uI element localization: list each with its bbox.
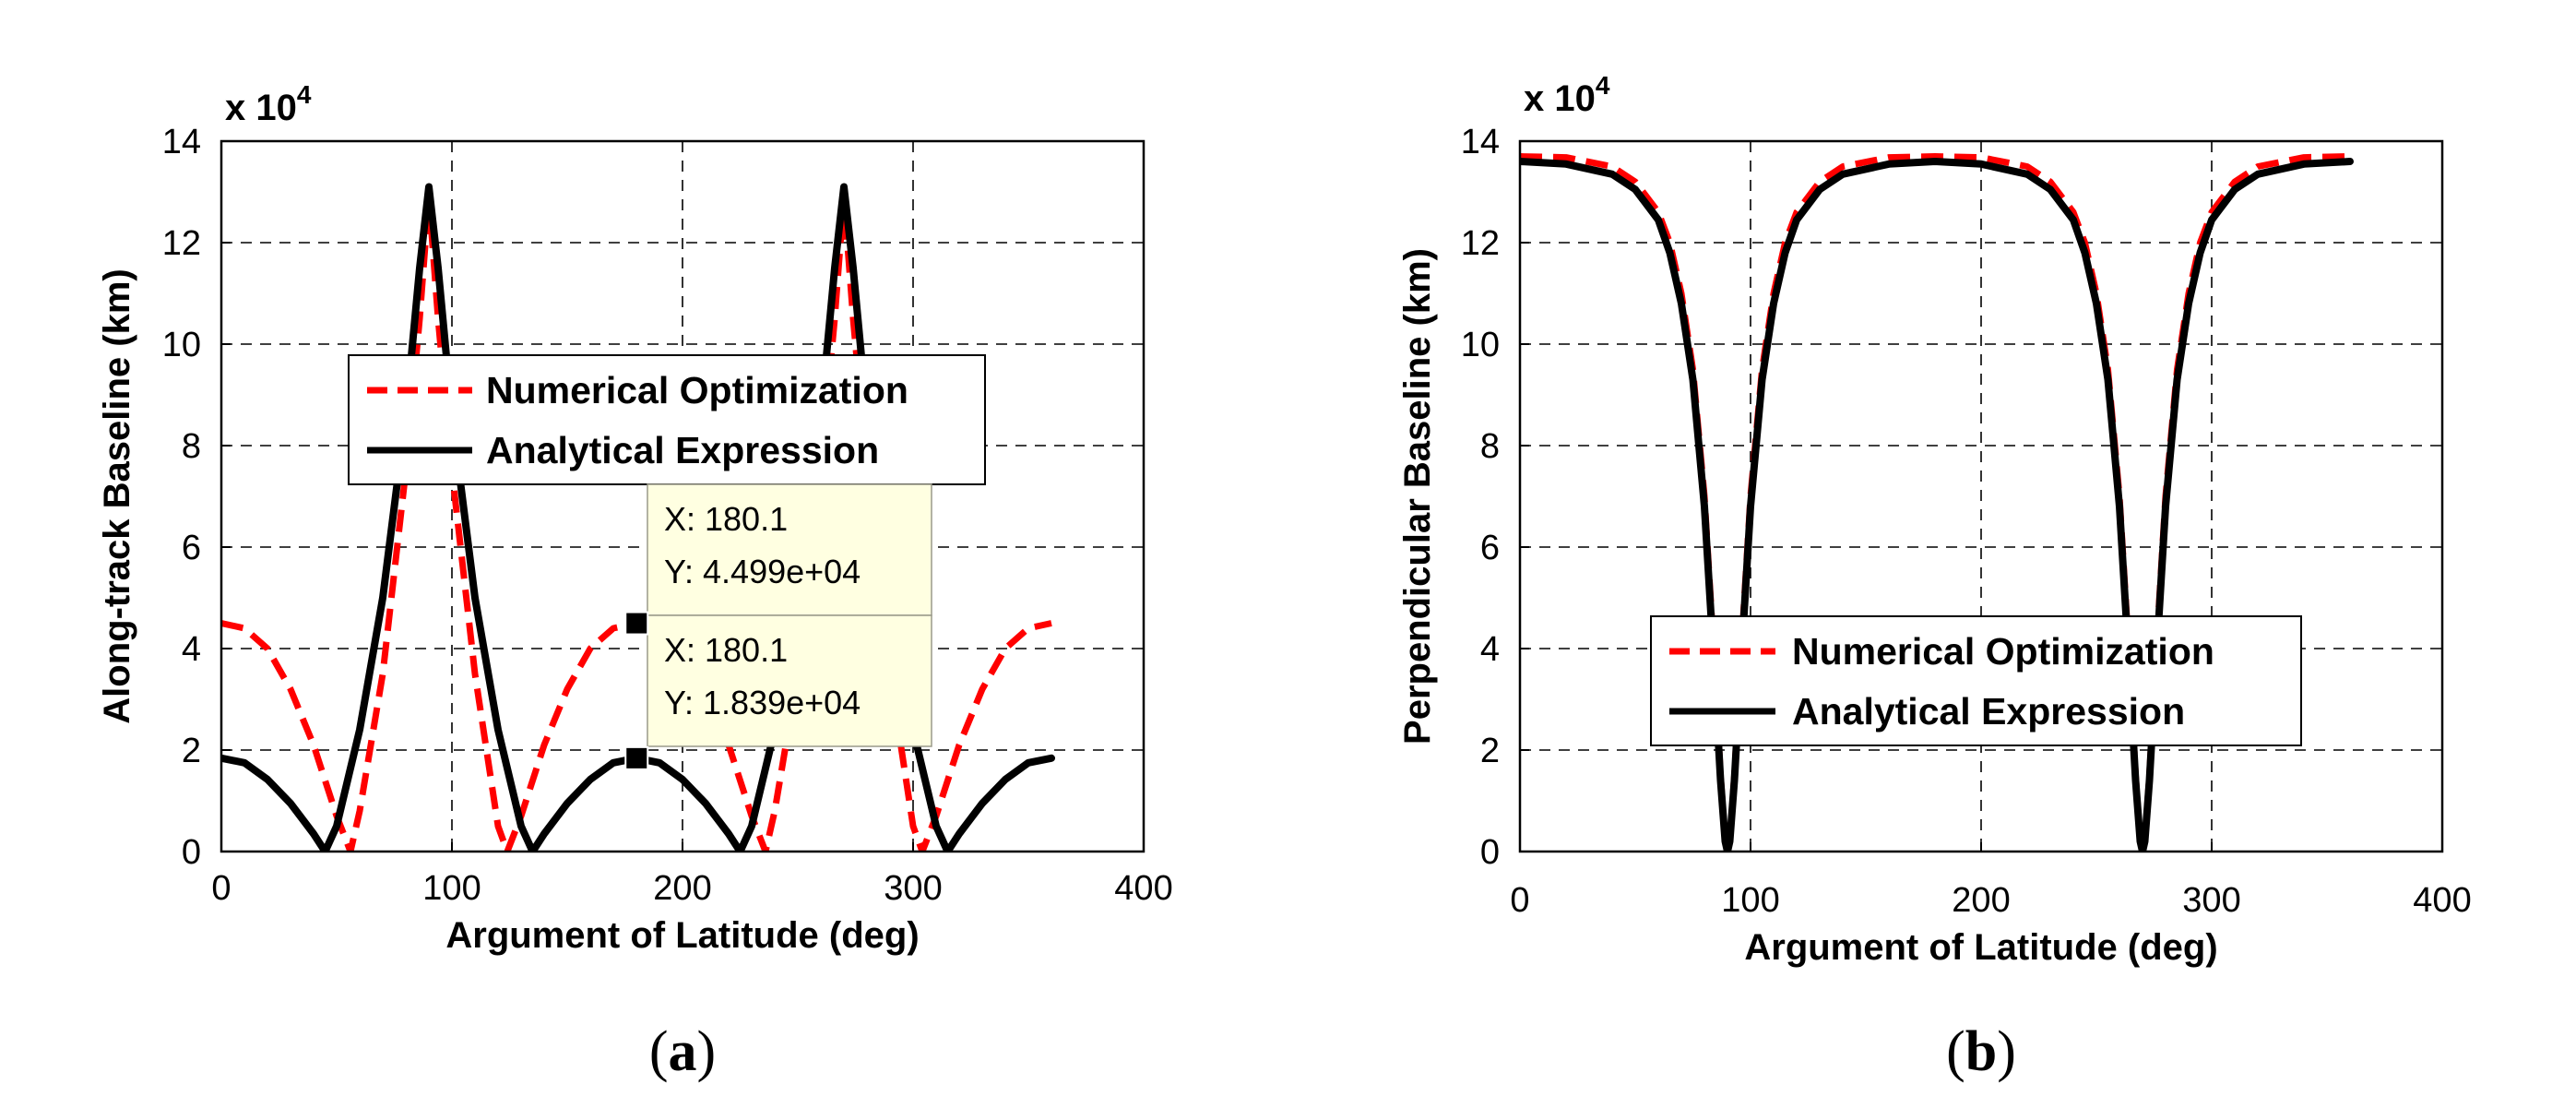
panel-a-ytick-label: 0 — [182, 833, 201, 872]
panel-a-y-multiplier: x 104 — [225, 80, 312, 128]
panel-a-x-ticks: 0 100 200 300 400 — [211, 842, 1173, 908]
panel-a-ytick-label: 12 — [162, 224, 201, 263]
panel-b-chart: 0 100 200 300 400 0 2 4 6 8 10 12 14 x 104 Argument… — [1397, 71, 2472, 1083]
panel-b-ytick-label: 10 — [1461, 326, 1500, 364]
panel-b-xtick-label: 300 — [2182, 881, 2240, 920]
panel-b-legend: Numerical Optimization Analytical Expres… — [1650, 615, 2302, 746]
datatip-lower-x-text: X: 180.1 — [664, 631, 788, 669]
datatip-lower-y-text: Y: 1.839e+04 — [664, 684, 861, 721]
panel-a-y-axis-label: Along-track Baseline (km) — [97, 268, 137, 723]
panel-b-ytick-label: 0 — [1480, 833, 1500, 872]
panel-b-ytick-label: 2 — [1480, 732, 1500, 770]
panel-a-xtick-label: 0 — [211, 869, 231, 908]
panel-a-ytick-label: 14 — [162, 123, 201, 161]
panel-b-series-analytical-expression-line — [1520, 158, 2354, 852]
panel-a-legend-box — [348, 354, 986, 485]
datatip-upper-y-text: Y: 4.499e+04 — [664, 553, 861, 590]
panel-b-xtick-label: 200 — [1952, 881, 2010, 920]
panel-b-xtick-label: 100 — [1721, 881, 1779, 920]
panel-a-datatip-lower[interactable]: X: 180.1 Y: 1.839e+04 — [647, 614, 932, 747]
panel-b-y-ticks: 0 2 4 6 8 10 12 14 — [1461, 123, 1529, 872]
datatip-marker-lower[interactable] — [624, 745, 649, 770]
datatip-lower-box — [647, 614, 932, 747]
datatip-upper-box — [647, 483, 932, 616]
panel-b-ytick-label: 6 — [1480, 529, 1500, 567]
panel-b-series — [1520, 153, 2354, 852]
panel-b-ytick-label: 4 — [1480, 630, 1500, 669]
panel-a-x-axis-label: Argument of Latitude (deg) — [445, 915, 919, 956]
panel-a-xtick-label: 400 — [1114, 869, 1172, 908]
panel-b-caption: (b) — [1946, 1020, 2016, 1083]
panel-b-x-ticks: 0 100 200 300 400 — [1510, 842, 2472, 920]
panel-a-legend-label-analytical: Analytical Expression — [486, 429, 879, 471]
panel-b-xtick-label: 0 — [1510, 881, 1529, 920]
panel-a-datatip-upper[interactable]: X: 180.1 Y: 4.499e+04 — [647, 483, 932, 616]
panel-b-xtick-label: 400 — [2413, 881, 2471, 920]
panel-b-legend-box — [1650, 615, 2302, 746]
panel-a-ytick-label: 6 — [182, 529, 201, 567]
panel-a-caption: (a) — [649, 1020, 716, 1083]
panel-b-axes-box — [1518, 139, 2444, 853]
panel-a-legend-label-numerical: Numerical Optimization — [486, 369, 908, 411]
datatip-upper-x-text: X: 180.1 — [664, 500, 788, 538]
panel-a-ytick-label: 10 — [162, 326, 201, 364]
panel-a-ytick-label: 4 — [182, 630, 201, 669]
panel-a-axes-box — [220, 139, 1146, 853]
panel-a-y-ticks: 0 2 4 6 8 10 12 14 — [162, 123, 231, 872]
panel-a-ytick-label: 8 — [182, 427, 201, 466]
panel-b-legend-label-numerical: Numerical Optimization — [1792, 630, 2214, 673]
panel-b-x-axis-label: Argument of Latitude (deg) — [1744, 927, 2217, 968]
panel-a-xtick-label: 300 — [884, 869, 942, 908]
panel-a-ytick-label: 2 — [182, 732, 201, 770]
panel-b-ytick-label: 14 — [1461, 123, 1500, 161]
panel-b-ytick-label: 8 — [1480, 427, 1500, 466]
panel-b-legend-label-analytical: Analytical Expression — [1792, 690, 2185, 733]
panel-b-ytick-label: 12 — [1461, 224, 1500, 263]
panel-b-y-multiplier: x 104 — [1524, 71, 1610, 119]
panel-a-xtick-label: 100 — [422, 869, 481, 908]
panel-a-xtick-label: 200 — [653, 869, 711, 908]
datatip-marker-upper[interactable] — [624, 611, 649, 636]
panel-a-legend: Numerical Optimization Analytical Expres… — [348, 354, 986, 485]
panel-b-y-axis-label: Perpendicular Baseline (km) — [1397, 248, 1438, 745]
panel-a-chart: 0 100 200 300 400 0 2 4 6 8 10 12 14 x 104 Argument… — [97, 80, 1173, 1083]
panel-a-datatip-markers — [624, 611, 649, 770]
